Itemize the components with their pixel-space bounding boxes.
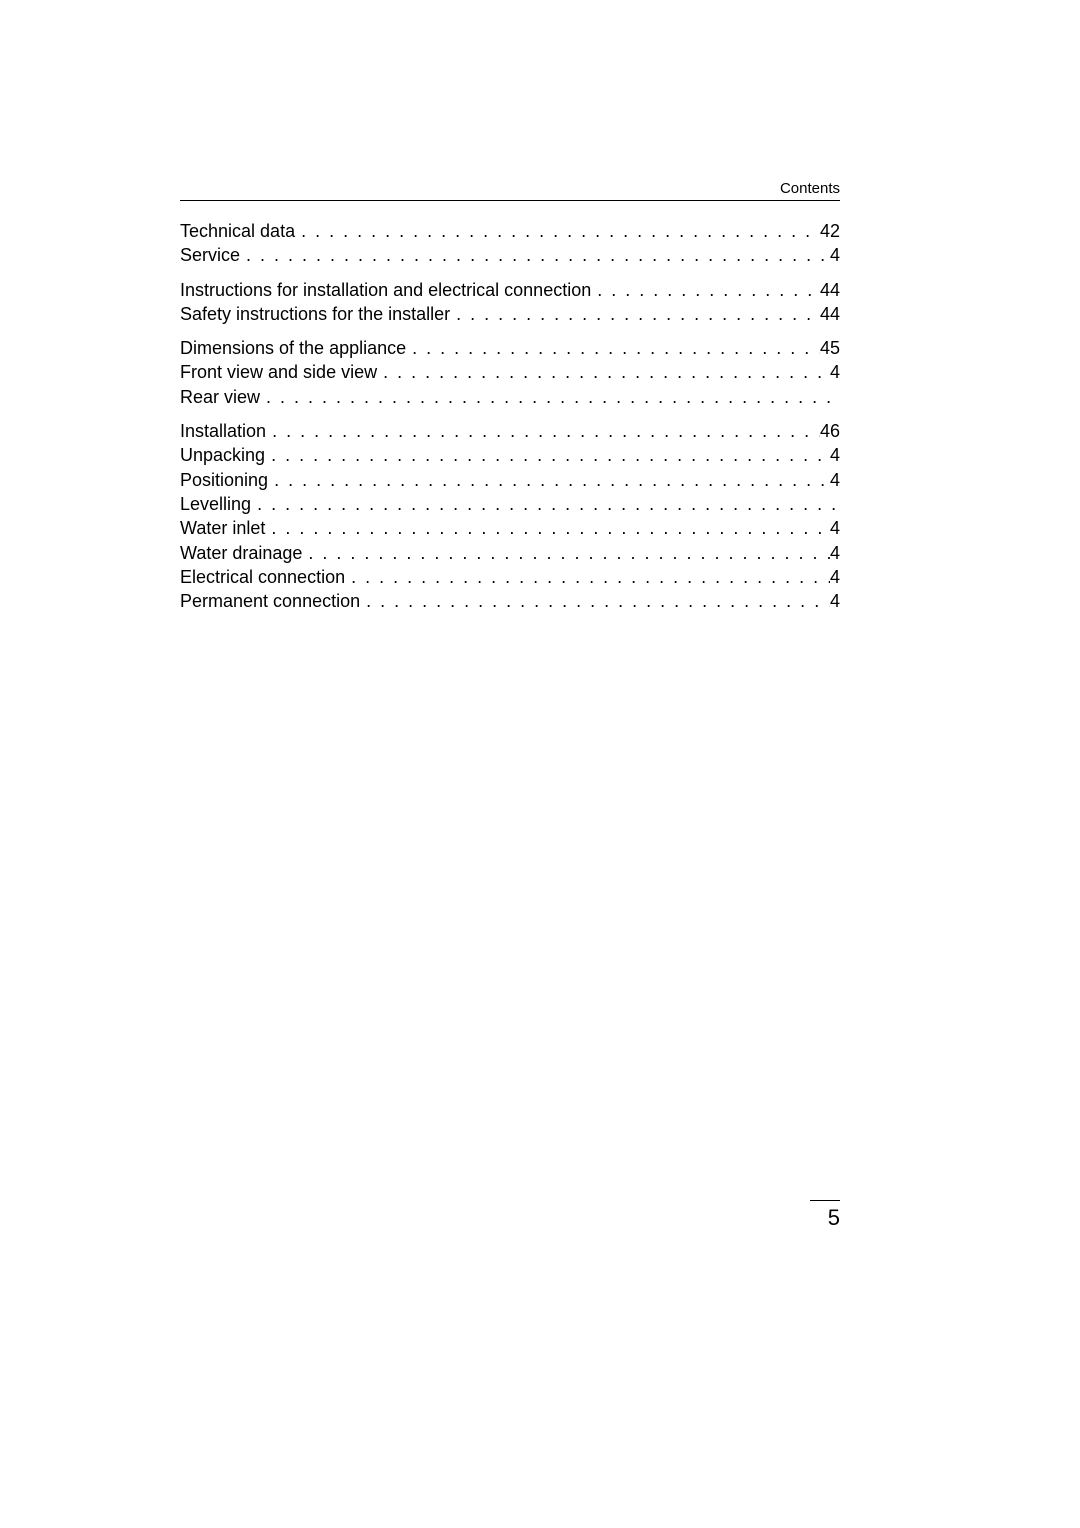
dot-leader: . . . . . . . . . . . . . . . . . . . . … [268,468,830,492]
toc-line: Permanent connection . . . . . . . . . .… [180,589,840,613]
toc-line: Positioning . . . . . . . . . . . . . . … [180,468,840,492]
toc-title: Instructions for installation and electr… [180,278,591,302]
page-container: Contents Technical data . . . . . . . . … [180,180,840,623]
toc-page: 44 [820,302,840,326]
dot-leader: . . . . . . . . . . . . . . . . . . . . … [406,336,820,360]
toc-line: Rear view . . . . . . . . . . . . . . . … [180,385,840,409]
toc-line: Water inlet . . . . . . . . . . . . . . … [180,516,840,540]
toc-line: Service . . . . . . . . . . . . . . . . … [180,243,840,267]
page-number: 5 [810,1200,840,1231]
toc-title: Permanent connection [180,589,360,613]
toc-title: Safety instructions for the installer [180,302,450,326]
toc-title: Water inlet [180,516,265,540]
toc-page: 4 [830,468,840,492]
toc-title: Levelling [180,492,251,516]
dot-leader: . . . . . . . . . . . . . . . . . . . . … [302,541,830,565]
toc-line: Dimensions of the appliance . . . . . . … [180,336,840,360]
toc-page: 4 [830,541,840,565]
toc-title: Rear view [180,385,260,409]
toc-page: 4 [830,243,840,267]
toc-page: 44 [820,278,840,302]
toc-page: 4 [830,516,840,540]
dot-leader: . . . . . . . . . . . . . . . . . . . . … [265,443,830,467]
toc-title: Electrical connection [180,565,345,589]
toc-page: 45 [820,336,840,360]
toc-line: Electrical connection . . . . . . . . . … [180,565,840,589]
dot-leader: . . . . . . . . . . . . . . . . . . . . … [591,278,820,302]
toc-line: Unpacking . . . . . . . . . . . . . . . … [180,443,840,467]
toc-page: 4 [830,589,840,613]
toc-group: Installation . . . . . . . . . . . . . .… [180,419,840,613]
toc-title: Positioning [180,468,268,492]
toc-title: Installation [180,419,266,443]
dot-leader: . . . . . . . . . . . . . . . . . . . . … [265,516,830,540]
dot-leader: . . . . . . . . . . . . . . . . . . . . … [240,243,830,267]
dot-leader: . . . . . . . . . . . . . . . . . . . . … [266,419,820,443]
dot-leader: . . . . . . . . . . . . . . . . . . . . … [377,360,830,384]
toc-line: Instructions for installation and electr… [180,278,840,302]
header-title: Contents [780,180,840,197]
toc-title: Water drainage [180,541,302,565]
toc-group: Technical data . . . . . . . . . . . . .… [180,219,840,268]
toc-title: Unpacking [180,443,265,467]
toc-page: 4 [830,360,840,384]
toc-group: Instructions for installation and electr… [180,278,840,327]
dot-leader: . . . . . . . . . . . . . . . . . . . . … [450,302,820,326]
toc-line: Water drainage . . . . . . . . . . . . .… [180,541,840,565]
dot-leader: . . . . . . . . . . . . . . . . . . . . … [260,385,840,409]
toc-title: Service [180,243,240,267]
toc-title: Dimensions of the appliance [180,336,406,360]
header-section: Contents [180,180,840,201]
toc-page: 4 [830,443,840,467]
toc-block: Technical data . . . . . . . . . . . . .… [180,219,840,613]
dot-leader: . . . . . . . . . . . . . . . . . . . . … [295,219,820,243]
dot-leader: . . . . . . . . . . . . . . . . . . . . … [251,492,840,516]
dot-leader: . . . . . . . . . . . . . . . . . . . . … [360,589,830,613]
toc-page: 46 [820,419,840,443]
toc-title: Front view and side view [180,360,377,384]
toc-line: Installation . . . . . . . . . . . . . .… [180,419,840,443]
toc-page: 42 [820,219,840,243]
toc-title: Technical data [180,219,295,243]
toc-group: Dimensions of the appliance . . . . . . … [180,336,840,409]
toc-line: Technical data . . . . . . . . . . . . .… [180,219,840,243]
dot-leader: . . . . . . . . . . . . . . . . . . . . … [345,565,830,589]
toc-line: Safety instructions for the installer . … [180,302,840,326]
toc-page: 4 [830,565,840,589]
toc-line: Front view and side view . . . . . . . .… [180,360,840,384]
toc-line: Levelling . . . . . . . . . . . . . . . … [180,492,840,516]
